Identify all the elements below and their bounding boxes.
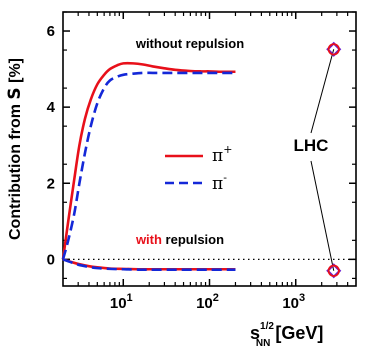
lhc-pointer-line <box>310 49 335 134</box>
x-tick-label: 101 <box>110 292 133 312</box>
legend-label-pi-minus: π- <box>212 171 227 194</box>
lhc-pointer-line <box>310 160 335 271</box>
lhc-point-circle <box>327 264 340 277</box>
y-tick-label: 4 <box>47 99 56 116</box>
y-tick-label: 0 <box>47 251 55 268</box>
annotation-without-repulsion: without repulsion <box>135 36 244 51</box>
lhc-point-circle <box>327 43 340 56</box>
annotation-lhc: LHC <box>294 136 329 155</box>
annotation-repulsion-word: repulsion <box>162 232 224 247</box>
x-tick-label: 103 <box>282 292 305 312</box>
annotation-with-word: with <box>135 232 162 247</box>
axes: 0 2 4 6 101 102 103 <box>47 11 356 312</box>
series-line-1 <box>61 71 236 260</box>
y-tick-label: 2 <box>47 175 55 192</box>
series-line-0 <box>61 61 236 260</box>
y-tick-label: 6 <box>47 23 55 40</box>
series-line-3 <box>62 258 236 271</box>
annotation-with-repulsion: with repulsion <box>135 232 224 247</box>
y-axis-label: Contribution from S [%] <box>5 58 25 240</box>
x-tick-label: 102 <box>196 292 219 312</box>
series-line-2 <box>62 258 236 271</box>
lhc-layer <box>310 41 342 279</box>
legend-label-pi-plus: π+ <box>212 143 232 166</box>
legend: π+ π- <box>165 143 232 194</box>
series-layer <box>61 61 236 271</box>
x-axis-label: s1/2 NN [GeV] <box>250 321 323 349</box>
